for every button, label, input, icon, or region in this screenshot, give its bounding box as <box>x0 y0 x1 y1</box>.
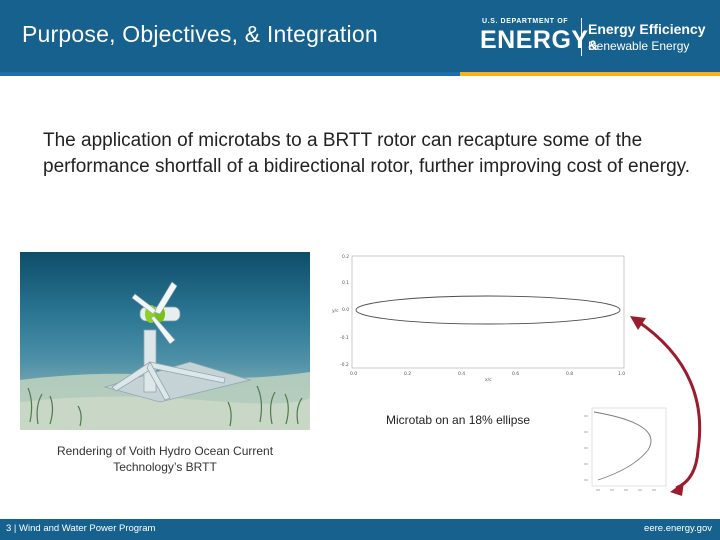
footer-bar: 3 | Wind and Water Power Program eere.en… <box>0 519 720 540</box>
logo-eere-line2: Renewable Energy <box>588 39 690 53</box>
logo-energy-text: ENERGY <box>480 26 589 54</box>
page-title: Purpose, Objectives, & Integration <box>22 21 378 47</box>
x-tick-label: 0.0 <box>350 371 357 377</box>
footer-program-text: 3 | Wind and Water Power Program <box>6 523 156 534</box>
y-tick-label: 0.1 <box>342 280 349 286</box>
slide-body-text: The application of microtabs to a BRTT r… <box>43 130 691 177</box>
x-tick-label: 0.8 <box>566 371 573 377</box>
logo-divider <box>581 18 582 56</box>
arrow-head-top <box>630 316 646 330</box>
header-stripe-gold <box>460 72 720 76</box>
x-axis-label: x/c <box>485 377 492 383</box>
microtab-detail-plot <box>578 404 670 496</box>
logo-eere-line1: Energy Efficiency & <box>588 21 706 53</box>
logo-department-text: U.S. DEPARTMENT OF <box>482 18 569 25</box>
header-bar: Purpose, Objectives, & Integration U.S. … <box>0 0 720 72</box>
ellipse-label: Microtab on an 18% ellipse <box>386 413 531 427</box>
y-tick-label: 0.2 <box>342 254 349 260</box>
y-axis-label: y/c <box>332 308 339 314</box>
header-stripe-blue <box>0 72 460 76</box>
doe-eere-logo: U.S. DEPARTMENT OF ENERGY Energy Efficie… <box>480 14 710 58</box>
ellipse-curve <box>355 295 621 325</box>
airfoil-ellipse-plot: 0.2 0.1 0.0 -0.1 -0.2 y/c 0.0 0.2 0.4 0.… <box>330 248 630 383</box>
arrow-head-bottom <box>670 482 684 496</box>
x-tick-label: 0.6 <box>512 371 519 377</box>
photo-caption: Rendering of Voith Hydro Ocean Current T… <box>56 444 274 474</box>
x-tick-label: 0.2 <box>404 371 411 377</box>
x-tick-label: 0.4 <box>458 371 465 377</box>
y-tick-label: 0.0 <box>342 307 349 313</box>
plot-frame <box>351 255 625 369</box>
y-tick-label: -0.1 <box>340 335 349 341</box>
double-headed-arrow <box>600 300 720 500</box>
turbine-rendering-image <box>20 252 310 430</box>
footer-url[interactable]: eere.energy.gov <box>644 523 712 534</box>
microtab-curve <box>593 411 652 481</box>
y-tick-label: -0.2 <box>340 362 349 368</box>
x-tick-label: 1.0 <box>618 371 625 377</box>
